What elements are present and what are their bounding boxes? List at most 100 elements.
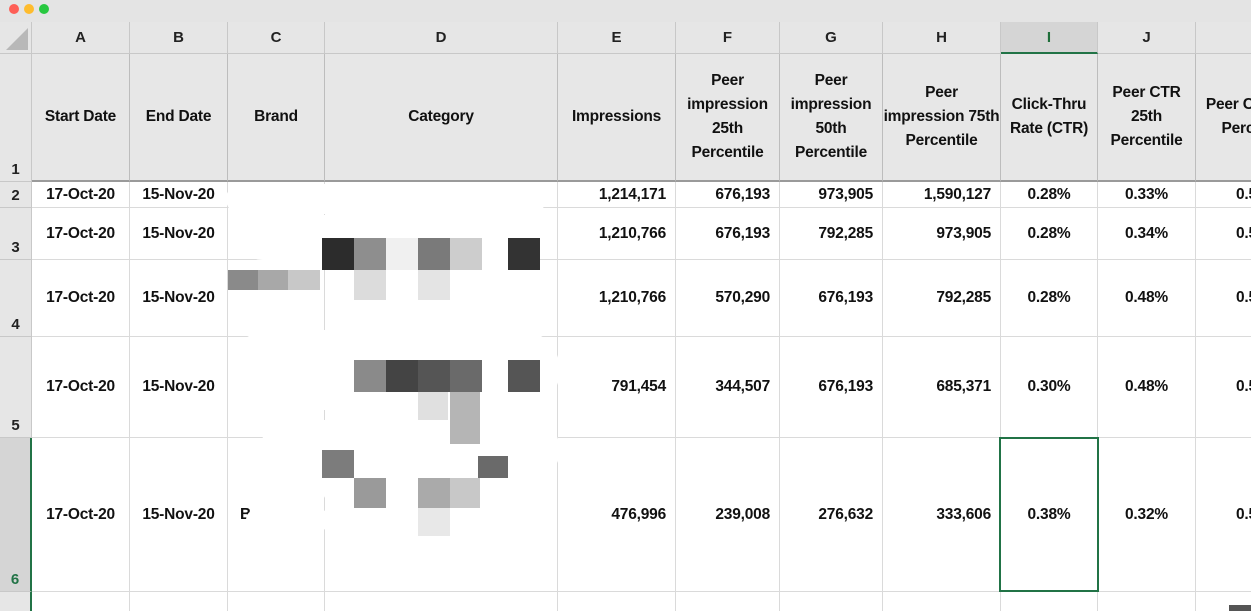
- data-cell-d4[interactable]: [325, 260, 558, 337]
- header-cell-i[interactable]: Click-Thru Rate (CTR): [1001, 54, 1098, 182]
- row-header-partial[interactable]: [0, 592, 32, 611]
- empty-cell-i7[interactable]: [1001, 592, 1098, 611]
- header-cell-b[interactable]: End Date: [130, 54, 228, 182]
- row-header-4[interactable]: 4: [0, 260, 32, 337]
- data-cell-h2[interactable]: 1,590,127: [883, 182, 1001, 208]
- data-cell-a3[interactable]: 17-Oct-20: [32, 208, 130, 260]
- header-cell-g[interactable]: Peer impression 50th Percentile: [780, 54, 883, 182]
- header-cell-f[interactable]: Peer impression 25th Percentile: [676, 54, 780, 182]
- data-cell-h6[interactable]: 333,606: [883, 438, 1001, 592]
- data-cell-c2[interactable]: [228, 182, 325, 208]
- header-cell-d[interactable]: Category: [325, 54, 558, 182]
- row-header-3[interactable]: 3: [0, 208, 32, 260]
- data-cell-g4[interactable]: 676,193: [780, 260, 883, 337]
- data-cell-g5[interactable]: 676,193: [780, 337, 883, 438]
- header-cell-k[interactable]: Peer CTR 50th Percentile: [1196, 54, 1251, 182]
- data-cell-c4[interactable]: [228, 260, 325, 337]
- data-cell-j3[interactable]: 0.34%: [1098, 208, 1196, 260]
- data-cell-c6[interactable]: B: [228, 438, 325, 592]
- select-all-button[interactable]: [0, 22, 32, 54]
- scrollbar-corner[interactable]: [1229, 605, 1251, 611]
- data-cell-d3[interactable]: [325, 208, 558, 260]
- column-header-g[interactable]: G: [780, 22, 883, 54]
- empty-cell-g7[interactable]: [780, 592, 883, 611]
- empty-cell-e7[interactable]: [558, 592, 676, 611]
- data-cell-f4[interactable]: 570,290: [676, 260, 780, 337]
- row-header-5[interactable]: 5: [0, 337, 32, 438]
- data-cell-g3[interactable]: 792,285: [780, 208, 883, 260]
- data-cell-h4[interactable]: 792,285: [883, 260, 1001, 337]
- data-cell-b3[interactable]: 15-Nov-20: [130, 208, 228, 260]
- data-cell-e6[interactable]: 476,996: [558, 438, 676, 592]
- data-cell-e4[interactable]: 1,210,766: [558, 260, 676, 337]
- data-cell-i5[interactable]: 0.30%: [1001, 337, 1098, 438]
- row-header-6[interactable]: 6: [0, 438, 32, 592]
- data-cell-b4[interactable]: 15-Nov-20: [130, 260, 228, 337]
- data-cell-f6[interactable]: 239,008: [676, 438, 780, 592]
- empty-cell-f7[interactable]: [676, 592, 780, 611]
- data-cell-d6[interactable]: [325, 438, 558, 592]
- empty-cell-d7[interactable]: [325, 592, 558, 611]
- data-cell-k4[interactable]: 0.50: [1196, 260, 1251, 337]
- data-cell-a4[interactable]: 17-Oct-20: [32, 260, 130, 337]
- column-header-a[interactable]: A: [32, 22, 130, 54]
- data-cell-g2[interactable]: 973,905: [780, 182, 883, 208]
- data-cell-a5[interactable]: 17-Oct-20: [32, 337, 130, 438]
- data-cell-c5[interactable]: [228, 337, 325, 438]
- minimize-window-button[interactable]: [24, 4, 34, 14]
- data-cell-b2[interactable]: 15-Nov-20: [130, 182, 228, 208]
- data-cell-k5[interactable]: 0.50: [1196, 337, 1251, 438]
- data-cell-j6[interactable]: 0.32%: [1098, 438, 1196, 592]
- column-header-f[interactable]: F: [676, 22, 780, 54]
- data-cell-i2[interactable]: 0.28%: [1001, 182, 1098, 208]
- data-cell-f5[interactable]: 344,507: [676, 337, 780, 438]
- data-cell-i4[interactable]: 0.28%: [1001, 260, 1098, 337]
- data-cell-g6[interactable]: 276,632: [780, 438, 883, 592]
- header-cell-j[interactable]: Peer CTR 25th Percentile: [1098, 54, 1196, 182]
- empty-cell-h7[interactable]: [883, 592, 1001, 611]
- empty-cell-b7[interactable]: [130, 592, 228, 611]
- column-header-i[interactable]: I: [1001, 22, 1098, 54]
- data-cell-b5[interactable]: 15-Nov-20: [130, 337, 228, 438]
- column-header-e[interactable]: E: [558, 22, 676, 54]
- data-cell-k6[interactable]: 0.52: [1196, 438, 1251, 592]
- close-window-button[interactable]: [9, 4, 19, 14]
- data-cell-k3[interactable]: 0.50: [1196, 208, 1251, 260]
- data-cell-i6[interactable]: 0.38%: [1001, 438, 1098, 592]
- data-cell-f2[interactable]: 676,193: [676, 182, 780, 208]
- data-cell-e2[interactable]: 1,214,171: [558, 182, 676, 208]
- column-header-b[interactable]: B: [130, 22, 228, 54]
- header-cell-e[interactable]: Impressions: [558, 54, 676, 182]
- row-header-2[interactable]: 2: [0, 182, 32, 208]
- empty-cell-a7[interactable]: [32, 592, 130, 611]
- column-header-d[interactable]: D: [325, 22, 558, 54]
- data-cell-h5[interactable]: 685,371: [883, 337, 1001, 438]
- data-cell-j2[interactable]: 0.33%: [1098, 182, 1196, 208]
- column-header-j[interactable]: J: [1098, 22, 1196, 54]
- data-cell-k2[interactable]: 0.50: [1196, 182, 1251, 208]
- data-cell-a2[interactable]: 17-Oct-20: [32, 182, 130, 208]
- data-cell-e3[interactable]: 1,210,766: [558, 208, 676, 260]
- column-header-k[interactable]: K: [1196, 22, 1251, 54]
- empty-cell-c7[interactable]: [228, 592, 325, 611]
- data-cell-j4[interactable]: 0.48%: [1098, 260, 1196, 337]
- data-cell-j5[interactable]: 0.48%: [1098, 337, 1196, 438]
- data-cell-d5[interactable]: [325, 337, 558, 438]
- header-cell-c[interactable]: Brand: [228, 54, 325, 182]
- data-cell-i3[interactable]: 0.28%: [1001, 208, 1098, 260]
- data-cell-e5[interactable]: 791,454: [558, 337, 676, 438]
- data-cell-a6[interactable]: 17-Oct-20: [32, 438, 130, 592]
- data-cell-f3[interactable]: 676,193: [676, 208, 780, 260]
- column-header-c[interactable]: C: [228, 22, 325, 54]
- data-cell-c3[interactable]: [228, 208, 325, 260]
- empty-cell-j7[interactable]: [1098, 592, 1196, 611]
- column-header-h[interactable]: H: [883, 22, 1001, 54]
- row-header-1[interactable]: 1: [0, 54, 32, 182]
- header-cell-h[interactable]: Peer impression 75th Percentile: [883, 54, 1001, 182]
- data-cell-d2[interactable]: [325, 182, 558, 208]
- zoom-window-button[interactable]: [39, 4, 49, 14]
- data-cell-b6[interactable]: 15-Nov-20: [130, 438, 228, 592]
- header-cell-a[interactable]: Start Date: [32, 54, 130, 182]
- data-cell-h3[interactable]: 973,905: [883, 208, 1001, 260]
